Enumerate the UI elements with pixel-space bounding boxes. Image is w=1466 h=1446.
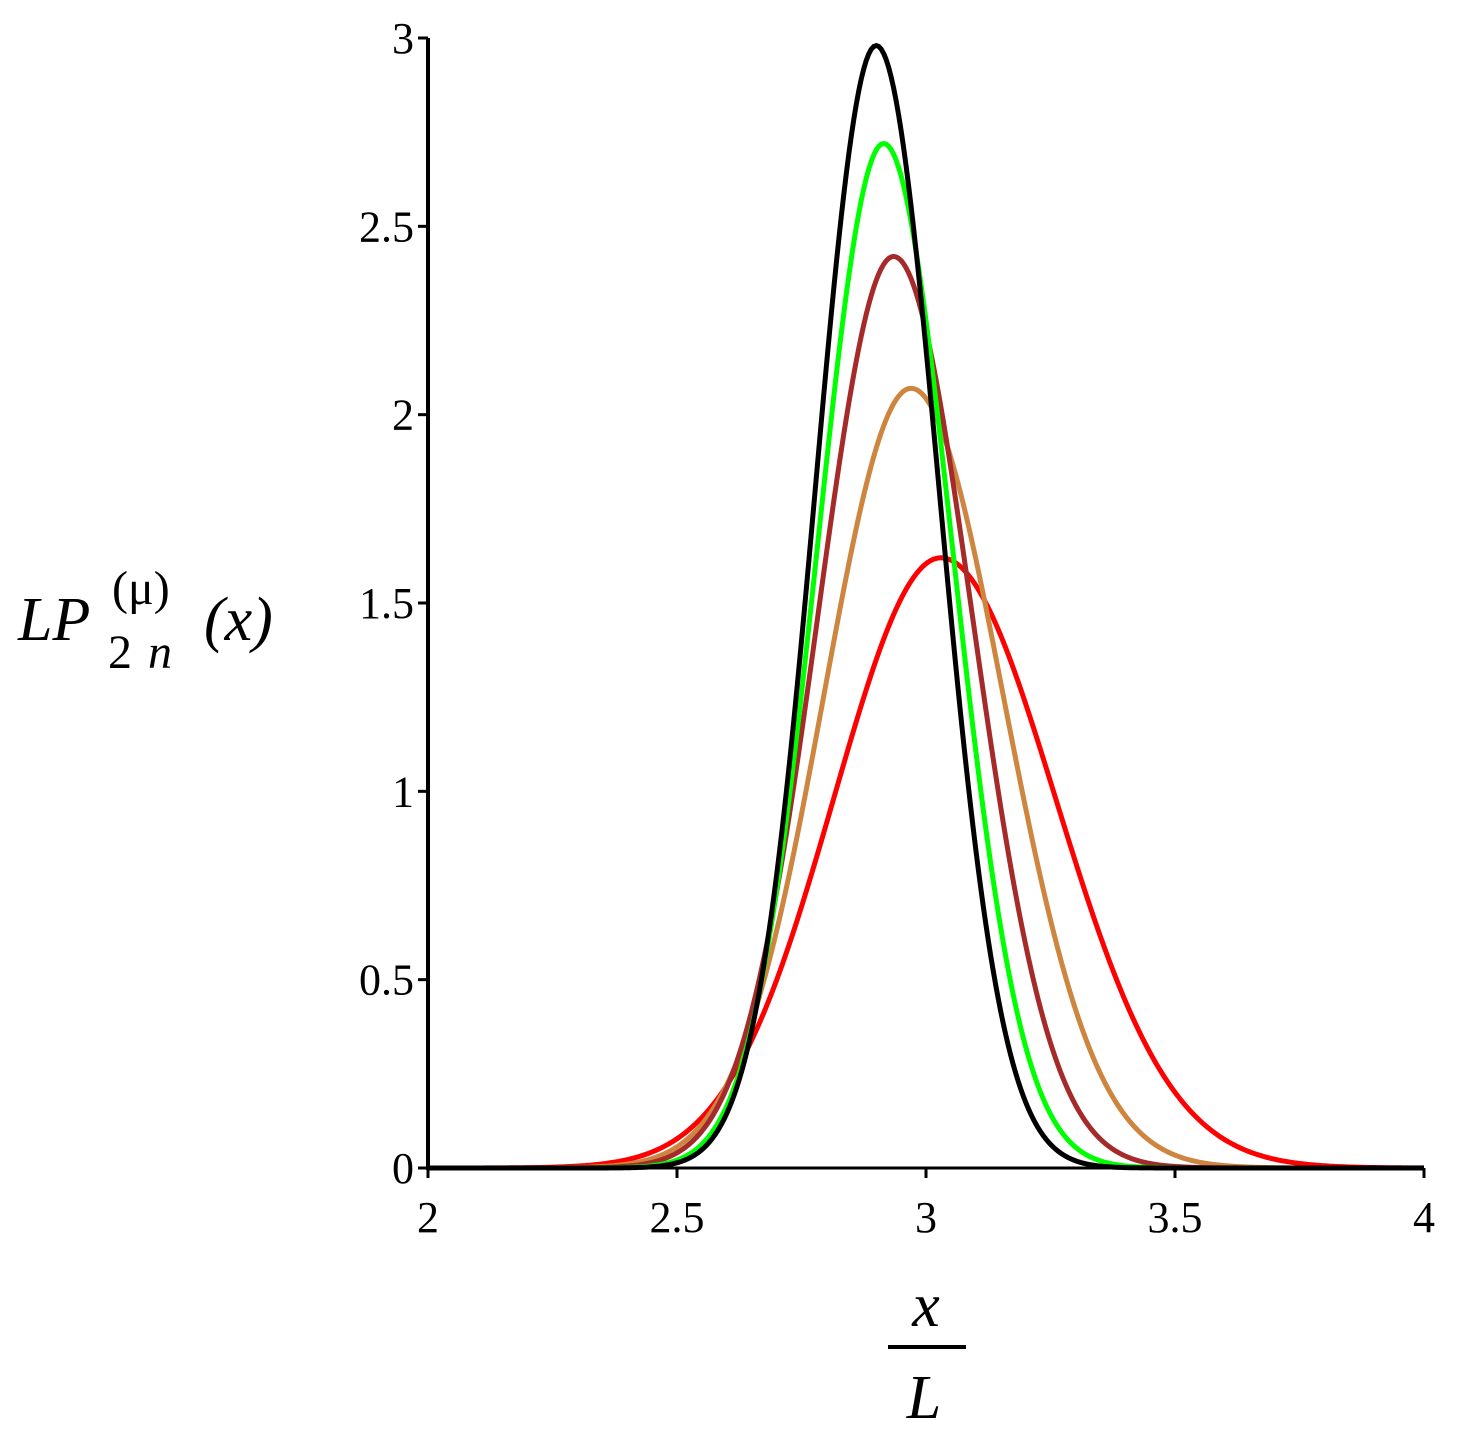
y-label-subscript-num: 2 bbox=[108, 626, 132, 679]
x-tick-label: 4 bbox=[1413, 1193, 1435, 1242]
series-layer bbox=[427, 43, 1425, 1171]
series-line-1 bbox=[427, 555, 1425, 1171]
x-tick-label: 3.5 bbox=[1148, 1193, 1203, 1242]
y-tick-label: 3 bbox=[392, 14, 414, 63]
y-label-subscript-var: n bbox=[148, 626, 172, 679]
x-axis-label: x L bbox=[888, 1272, 966, 1432]
series-line-3 bbox=[427, 253, 1425, 1171]
y-tick-label: 1 bbox=[392, 767, 414, 816]
axes-layer bbox=[426, 38, 1424, 1170]
x-tick-label: 3 bbox=[915, 1193, 937, 1242]
series-line-2 bbox=[427, 385, 1425, 1171]
y-tick-label: 2 bbox=[392, 391, 414, 440]
y-tick-label: 2.5 bbox=[359, 202, 414, 251]
series-line-5 bbox=[427, 43, 1425, 1171]
ticks-layer: 2 2.5 3 3.5 4 0 0.5 1 1.5 2 2.5 3 bbox=[359, 14, 1435, 1242]
y-label-main: LP bbox=[17, 586, 90, 654]
y-label-argument: (x) bbox=[204, 586, 273, 654]
y-tick-label: 0 bbox=[392, 1144, 414, 1193]
y-tick-label: 0.5 bbox=[359, 956, 414, 1005]
x-label-numerator: x bbox=[911, 1272, 940, 1340]
y-label-superscript: (μ) bbox=[112, 562, 170, 615]
x-tick-label: 2.5 bbox=[650, 1193, 705, 1242]
x-label-denominator: L bbox=[906, 1364, 941, 1432]
series-line-4 bbox=[427, 140, 1425, 1171]
y-axis-label: LP (μ) 2 n (x) bbox=[17, 562, 273, 679]
y-tick-label: 1.5 bbox=[359, 579, 414, 628]
x-tick-label: 2 bbox=[417, 1193, 439, 1242]
